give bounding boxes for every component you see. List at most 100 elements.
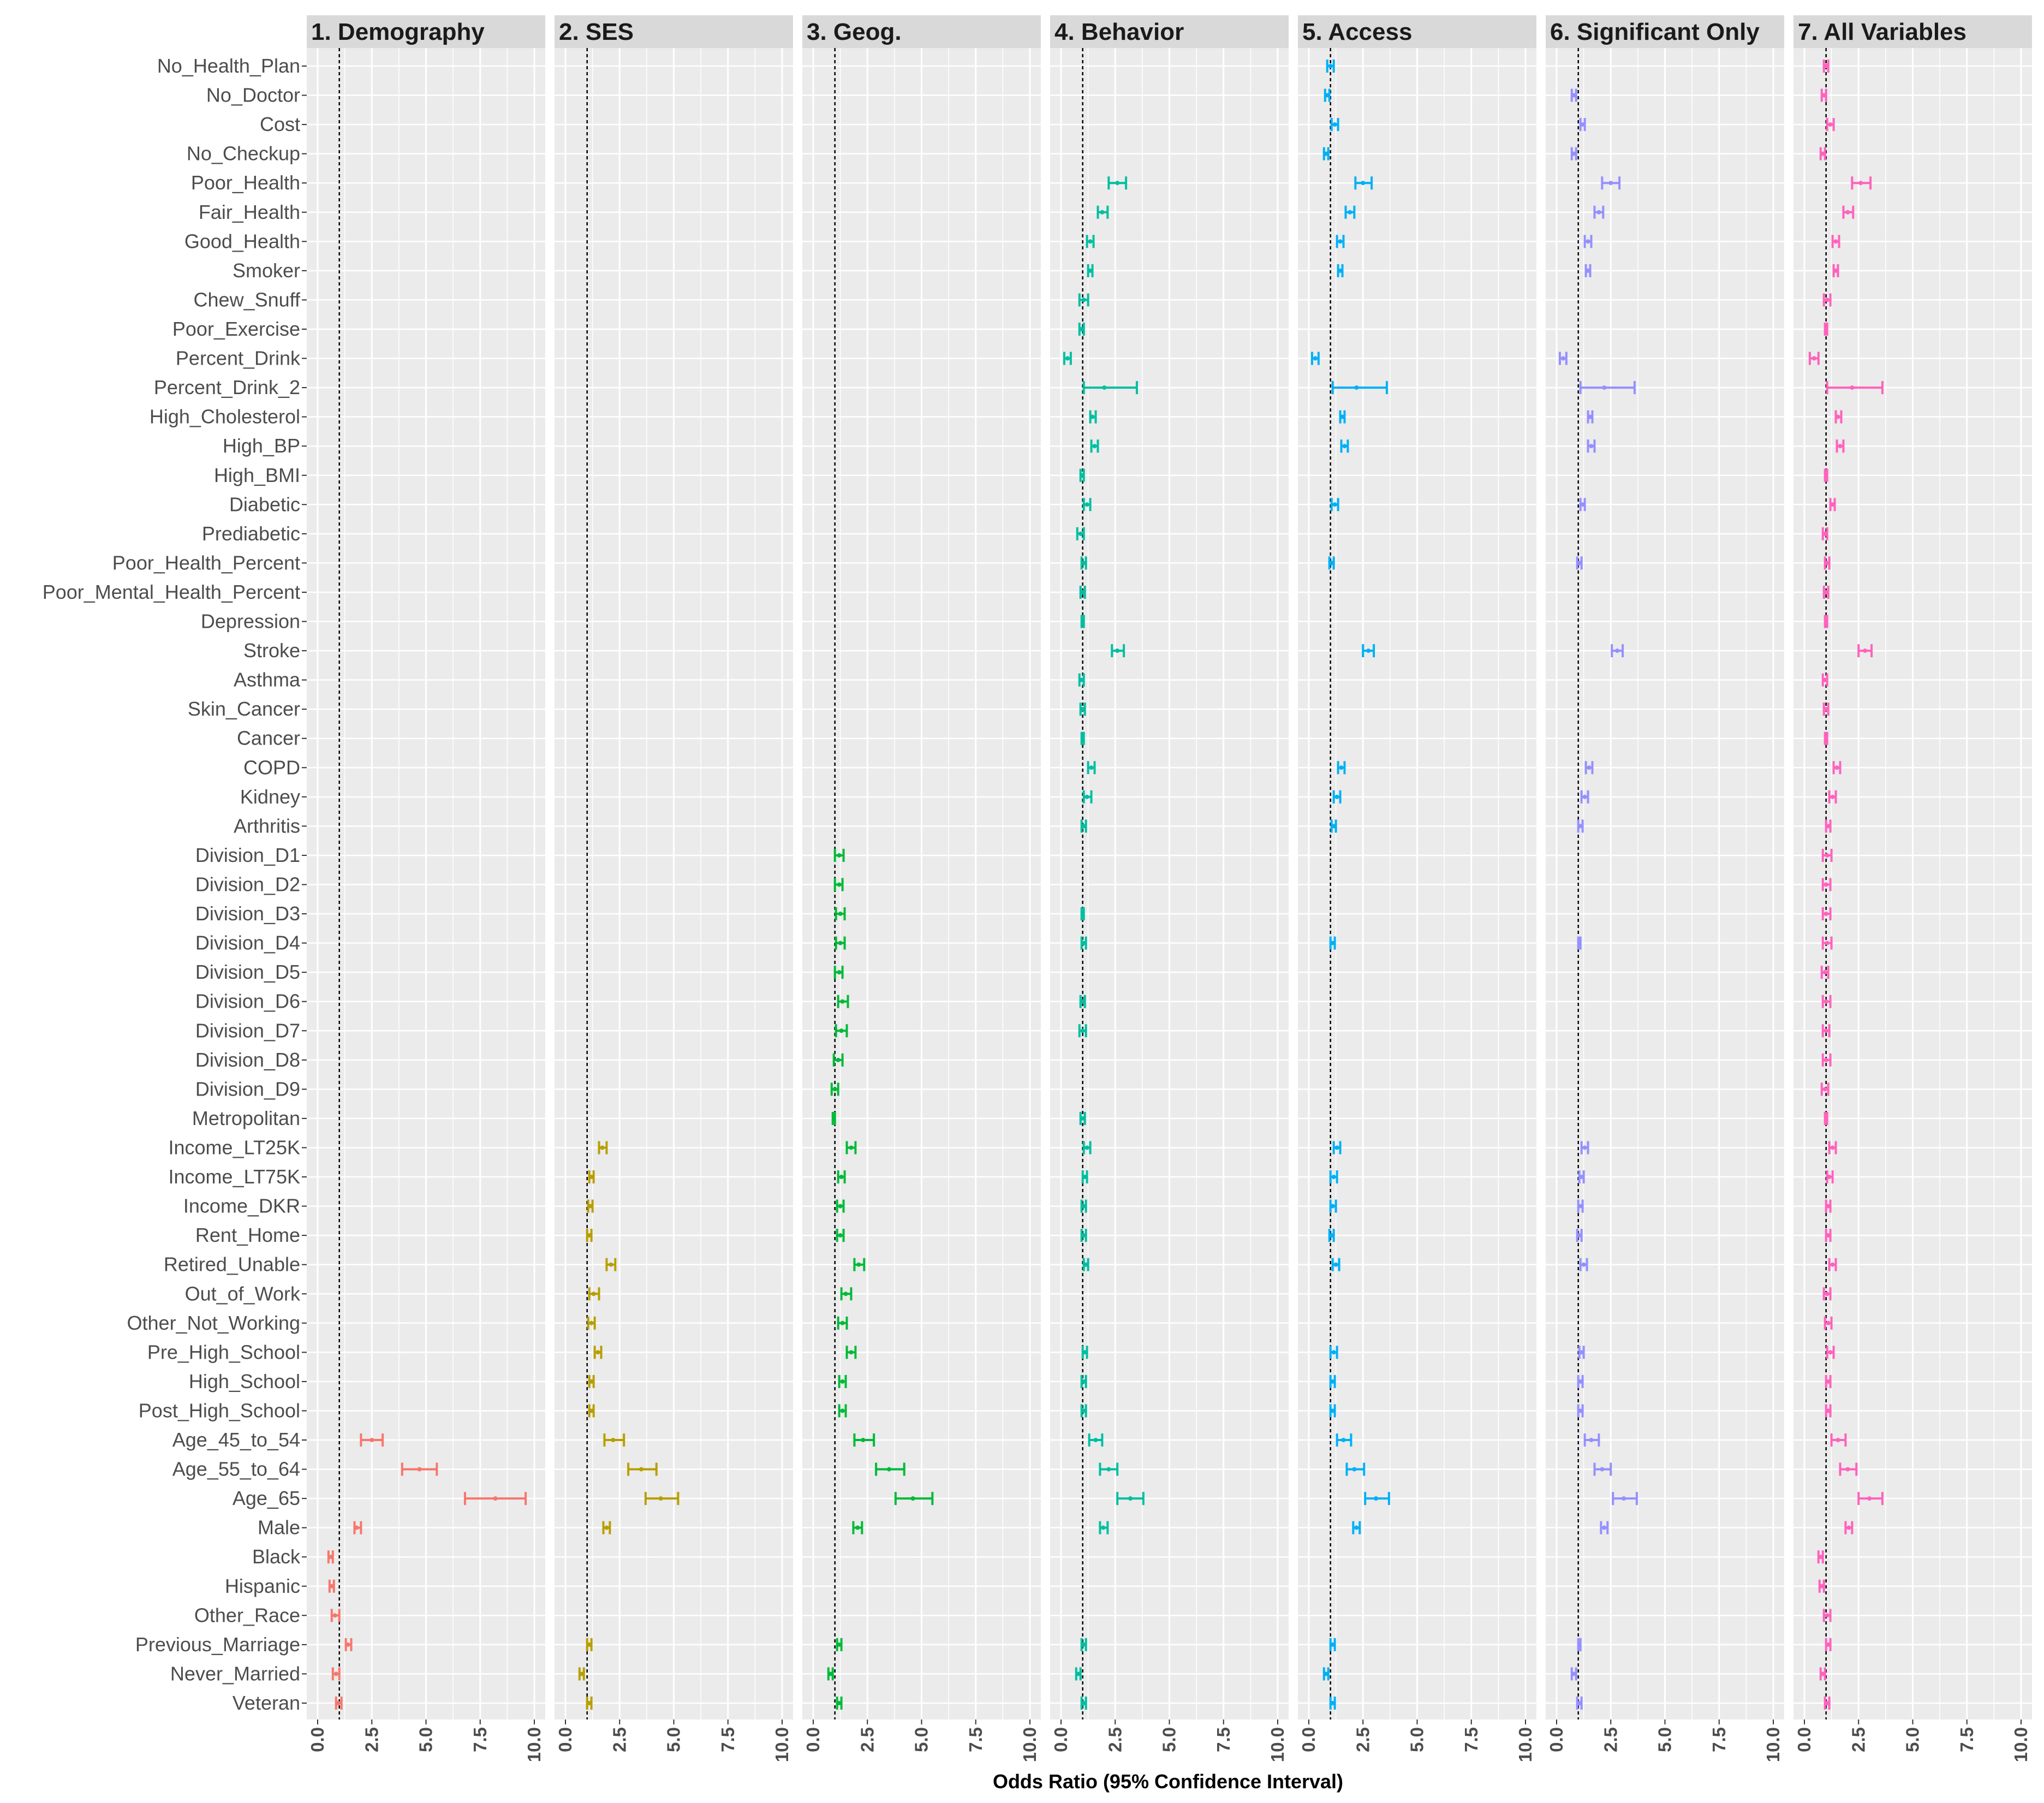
error-bar-age-55-to-64: [1593, 1462, 1612, 1476]
point-estimate: [589, 1408, 594, 1413]
error-bar-out-of-work: [1822, 1287, 1832, 1301]
error-bar-other-race: [330, 1609, 341, 1622]
error-bar-copd: [1832, 761, 1842, 775]
error-bar-post-high-school: [1577, 1404, 1584, 1418]
point-estimate: [1823, 473, 1828, 478]
error-bar-income-dkr: [1329, 1199, 1337, 1213]
point-estimate: [1834, 765, 1839, 770]
point-estimate: [332, 1613, 337, 1618]
error-bar-skin-cancer: [1822, 703, 1830, 716]
error-bar-division-d3: [835, 907, 846, 921]
error-bar-poor-health-percent: [1080, 556, 1087, 570]
error-bar-income-dkr: [1825, 1199, 1832, 1213]
point-estimate: [1354, 385, 1359, 390]
point-estimate: [1580, 122, 1585, 127]
point-estimate: [836, 1057, 841, 1062]
error-bar-stroke: [1111, 644, 1125, 658]
error-bar-male: [852, 1521, 863, 1534]
y-label-division-d2: Division_D2: [195, 873, 300, 896]
point-estimate: [1331, 1350, 1336, 1355]
point-estimate: [1079, 473, 1084, 478]
error-bar-other-race: [1822, 1609, 1832, 1622]
facet-strip: [307, 15, 545, 48]
point-estimate: [1823, 1057, 1828, 1062]
point-estimate: [1081, 561, 1086, 566]
error-bar-income-lt25k: [1828, 1141, 1837, 1155]
error-bar-income-lt75k: [837, 1170, 846, 1184]
error-bar-age-55-to-64: [1099, 1462, 1119, 1476]
point-estimate: [1115, 648, 1120, 653]
error-bar-skin-cancer: [1079, 703, 1086, 716]
error-bar-post-high-school: [1825, 1404, 1832, 1418]
error-bar-veteran: [1080, 1697, 1087, 1710]
y-label-no-doctor: No_Doctor: [206, 84, 300, 106]
error-bar-division-d4: [1080, 936, 1087, 950]
error-bar-male: [1844, 1521, 1854, 1534]
point-estimate: [1822, 1087, 1827, 1092]
y-label-kidney: Kidney: [240, 786, 300, 808]
error-bar-smoker: [1337, 264, 1344, 277]
y-label-age-45-to-54: Age_45_to_54: [172, 1429, 300, 1451]
y-label-income-dkr: Income_DKR: [183, 1195, 300, 1217]
error-bar-division-d4: [1821, 936, 1833, 950]
panel-6: 6. Significant Only 0.0 2.5 5.0 7.5 10.0: [1546, 15, 1784, 1762]
point-estimate: [587, 1233, 592, 1238]
error-bar-retired-unable: [605, 1258, 617, 1271]
panel-7: 7. All Variables 0.0 2.5 5.0 7.5 10.0: [1793, 15, 2032, 1762]
point-estimate: [1080, 999, 1085, 1004]
y-label-male: Male: [258, 1516, 300, 1539]
point-estimate: [1081, 1233, 1086, 1238]
y-label-black: Black: [252, 1545, 301, 1568]
point-estimate: [1600, 1467, 1605, 1472]
error-bar-high-school: [1577, 1374, 1584, 1388]
error-bar-post-high-school: [1080, 1404, 1087, 1418]
point-estimate: [1334, 1145, 1339, 1150]
error-bar-division-d7: [835, 1024, 848, 1038]
y-label-percent-drink: Percent_Drink: [176, 347, 301, 370]
point-estimate: [1102, 385, 1107, 390]
error-bar-fair-health: [1842, 205, 1855, 219]
point-estimate: [838, 912, 843, 917]
error-bar-income-lt75k: [588, 1170, 595, 1184]
point-estimate: [886, 1467, 891, 1472]
point-estimate: [354, 1525, 359, 1530]
error-bar-age-65: [644, 1492, 680, 1506]
error-bar-percent-drink: [1310, 352, 1320, 365]
point-estimate: [1080, 736, 1085, 741]
x-tick-label: 7.5: [718, 1727, 738, 1752]
point-estimate: [1589, 444, 1594, 449]
point-estimate: [1830, 502, 1835, 507]
error-bar-rent-home: [836, 1229, 845, 1242]
error-bar-no-health-plan: [1822, 59, 1830, 73]
error-bar-retired-unable: [1828, 1258, 1837, 1271]
error-bar-good-health: [1831, 235, 1840, 248]
facet-title: 4. Behavior: [1054, 19, 1184, 45]
error-bar-division-d5: [1820, 966, 1830, 979]
error-bar-retired-unable: [853, 1258, 866, 1271]
error-bar-chew-snuff: [1078, 293, 1089, 307]
point-estimate: [1354, 1525, 1359, 1530]
error-bar-division-d9: [1820, 1082, 1830, 1096]
error-bar-male: [1600, 1521, 1609, 1534]
error-bar-division-d6: [837, 995, 849, 1008]
panel-4: 4. Behavior 0.0 2.5 5.0 7.5 10.0: [1050, 15, 1289, 1762]
point-estimate: [1577, 1642, 1582, 1647]
error-bar-copd: [1087, 761, 1096, 775]
point-estimate: [329, 1584, 334, 1588]
facet-title: 2. SES: [559, 19, 634, 45]
y-label-stroke: Stroke: [243, 639, 300, 662]
error-bar-high-school: [1329, 1374, 1336, 1388]
point-estimate: [1090, 414, 1095, 419]
error-bar-no-health-plan: [1326, 59, 1335, 73]
y-label-poor-health-percent: Poor_Health_Percent: [112, 551, 300, 574]
point-estimate: [1571, 151, 1576, 156]
point-estimate: [1330, 1204, 1335, 1209]
point-estimate: [1867, 1496, 1872, 1501]
point-estimate: [1825, 853, 1830, 858]
point-estimate: [843, 1292, 848, 1296]
point-estimate: [1084, 1145, 1089, 1150]
point-estimate: [1341, 1438, 1346, 1443]
point-estimate: [1622, 1496, 1626, 1501]
x-tick-label: 2.5: [857, 1727, 877, 1752]
error-bar-rent-home: [1825, 1229, 1832, 1242]
